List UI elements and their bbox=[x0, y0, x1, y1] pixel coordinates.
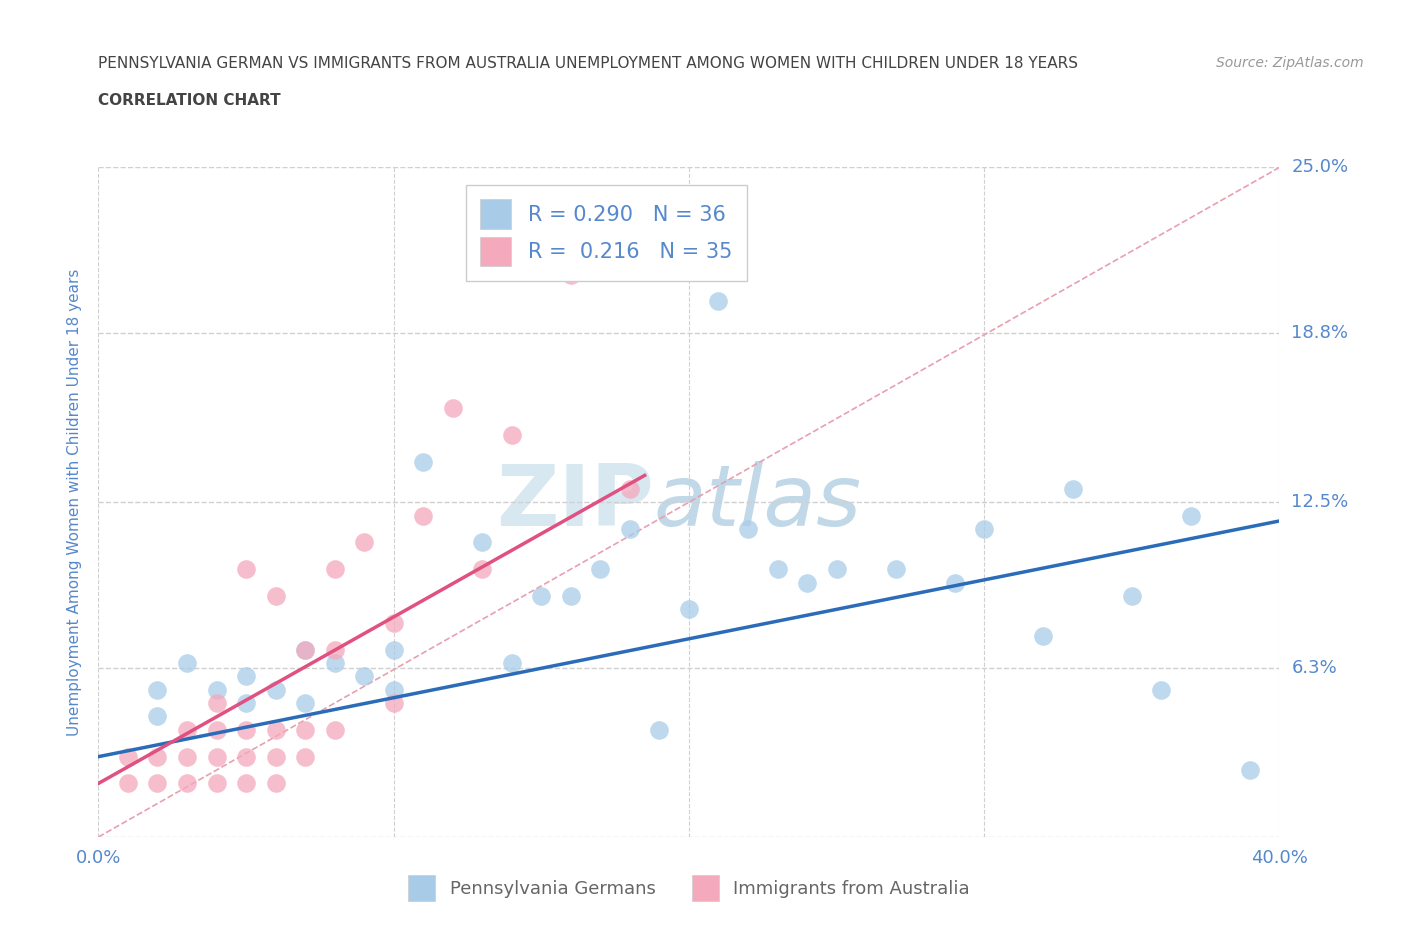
Text: 40.0%: 40.0% bbox=[1251, 849, 1308, 867]
Point bbox=[294, 696, 316, 711]
Point bbox=[146, 776, 169, 790]
Point bbox=[943, 575, 966, 590]
Text: atlas: atlas bbox=[654, 460, 862, 544]
Point bbox=[707, 294, 730, 309]
Point bbox=[1239, 763, 1261, 777]
Point bbox=[176, 656, 198, 671]
Point bbox=[560, 589, 582, 604]
Text: CORRELATION CHART: CORRELATION CHART bbox=[98, 93, 281, 108]
Point bbox=[235, 750, 257, 764]
Point bbox=[973, 522, 995, 537]
Point bbox=[323, 562, 346, 577]
Text: 12.5%: 12.5% bbox=[1291, 493, 1348, 512]
Point bbox=[264, 776, 287, 790]
Point bbox=[294, 750, 316, 764]
Point bbox=[294, 723, 316, 737]
Text: 6.3%: 6.3% bbox=[1291, 659, 1337, 677]
Point bbox=[412, 508, 434, 523]
Point bbox=[235, 723, 257, 737]
Point bbox=[146, 683, 169, 698]
Point bbox=[678, 602, 700, 617]
Point bbox=[146, 750, 169, 764]
Point bbox=[1150, 683, 1173, 698]
Point bbox=[235, 776, 257, 790]
Text: ZIP: ZIP bbox=[496, 460, 654, 544]
Point bbox=[471, 535, 494, 550]
Point bbox=[205, 750, 228, 764]
Point bbox=[501, 656, 523, 671]
Point bbox=[1121, 589, 1143, 604]
Y-axis label: Unemployment Among Women with Children Under 18 years: Unemployment Among Women with Children U… bbox=[67, 269, 83, 736]
Point bbox=[1180, 508, 1202, 523]
Point bbox=[235, 696, 257, 711]
Legend: Pennsylvania Germans, Immigrants from Australia: Pennsylvania Germans, Immigrants from Au… bbox=[394, 860, 984, 915]
Point bbox=[589, 562, 612, 577]
Point bbox=[382, 683, 405, 698]
Point bbox=[294, 642, 316, 657]
Point bbox=[501, 428, 523, 443]
Text: 18.8%: 18.8% bbox=[1291, 325, 1348, 342]
Text: 0.0%: 0.0% bbox=[76, 849, 121, 867]
Point bbox=[264, 723, 287, 737]
Point bbox=[205, 683, 228, 698]
Point bbox=[264, 589, 287, 604]
Point bbox=[560, 267, 582, 282]
Point bbox=[264, 750, 287, 764]
Text: 25.0%: 25.0% bbox=[1291, 158, 1348, 177]
Point bbox=[176, 776, 198, 790]
Point bbox=[117, 750, 139, 764]
Point bbox=[884, 562, 907, 577]
Point bbox=[235, 562, 257, 577]
Point bbox=[766, 562, 789, 577]
Point bbox=[323, 656, 346, 671]
Point bbox=[205, 723, 228, 737]
Point bbox=[294, 642, 316, 657]
Point bbox=[382, 642, 405, 657]
Point bbox=[205, 696, 228, 711]
Point bbox=[323, 723, 346, 737]
Point bbox=[1032, 629, 1054, 644]
Point bbox=[1062, 482, 1084, 497]
Point bbox=[737, 522, 759, 537]
Point bbox=[382, 616, 405, 631]
Point bbox=[264, 683, 287, 698]
Point bbox=[117, 776, 139, 790]
Point bbox=[176, 723, 198, 737]
Point bbox=[205, 776, 228, 790]
Point bbox=[146, 709, 169, 724]
Point bbox=[412, 455, 434, 470]
Point bbox=[648, 723, 671, 737]
Point bbox=[235, 669, 257, 684]
Point bbox=[825, 562, 848, 577]
Point bbox=[471, 562, 494, 577]
Point bbox=[796, 575, 818, 590]
Text: PENNSYLVANIA GERMAN VS IMMIGRANTS FROM AUSTRALIA UNEMPLOYMENT AMONG WOMEN WITH C: PENNSYLVANIA GERMAN VS IMMIGRANTS FROM A… bbox=[98, 56, 1078, 71]
Point bbox=[353, 669, 375, 684]
Text: Source: ZipAtlas.com: Source: ZipAtlas.com bbox=[1216, 56, 1364, 70]
Point bbox=[619, 522, 641, 537]
Point bbox=[323, 642, 346, 657]
Point bbox=[530, 240, 553, 255]
Point bbox=[441, 401, 464, 416]
Point bbox=[530, 589, 553, 604]
Point bbox=[382, 696, 405, 711]
Point bbox=[176, 750, 198, 764]
Point bbox=[619, 482, 641, 497]
Point bbox=[353, 535, 375, 550]
